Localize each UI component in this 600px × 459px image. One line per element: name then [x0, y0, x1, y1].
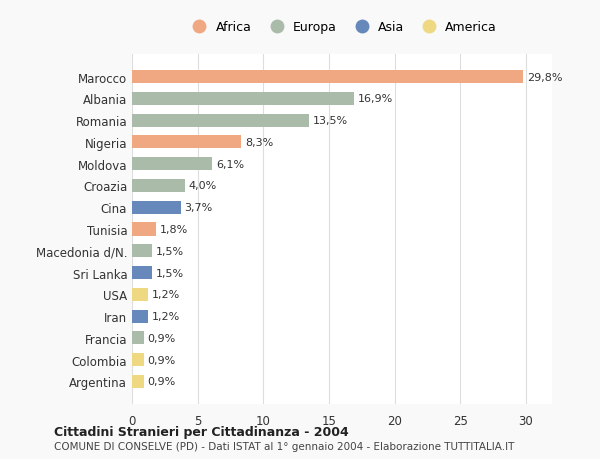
Legend: Africa, Europa, Asia, America: Africa, Europa, Asia, America: [182, 16, 502, 39]
Text: 1,5%: 1,5%: [155, 268, 184, 278]
Bar: [132, 266, 152, 280]
Text: 6,1%: 6,1%: [216, 159, 244, 169]
Text: 0,9%: 0,9%: [148, 355, 176, 365]
Bar: [132, 245, 152, 258]
Bar: [132, 179, 185, 193]
Bar: [132, 288, 148, 301]
Bar: [132, 136, 241, 149]
Bar: [132, 93, 354, 106]
Text: 3,7%: 3,7%: [185, 203, 213, 213]
Text: 4,0%: 4,0%: [188, 181, 217, 191]
Bar: [132, 158, 212, 171]
Bar: [132, 331, 144, 345]
Bar: [132, 223, 155, 236]
Text: 29,8%: 29,8%: [527, 73, 563, 83]
Text: 1,5%: 1,5%: [155, 246, 184, 256]
Bar: [132, 71, 523, 84]
Bar: [132, 353, 144, 366]
Bar: [132, 201, 181, 214]
Bar: [132, 375, 144, 388]
Text: 1,8%: 1,8%: [160, 224, 188, 235]
Text: 1,2%: 1,2%: [152, 311, 180, 321]
Text: 16,9%: 16,9%: [358, 94, 393, 104]
Text: COMUNE DI CONSELVE (PD) - Dati ISTAT al 1° gennaio 2004 - Elaborazione TUTTITALI: COMUNE DI CONSELVE (PD) - Dati ISTAT al …: [54, 441, 514, 451]
Bar: [132, 310, 148, 323]
Text: 0,9%: 0,9%: [148, 333, 176, 343]
Bar: [132, 114, 309, 128]
Text: 0,9%: 0,9%: [148, 376, 176, 386]
Text: 13,5%: 13,5%: [313, 116, 348, 126]
Text: Cittadini Stranieri per Cittadinanza - 2004: Cittadini Stranieri per Cittadinanza - 2…: [54, 425, 349, 438]
Text: 8,3%: 8,3%: [245, 138, 273, 148]
Text: 1,2%: 1,2%: [152, 290, 180, 300]
